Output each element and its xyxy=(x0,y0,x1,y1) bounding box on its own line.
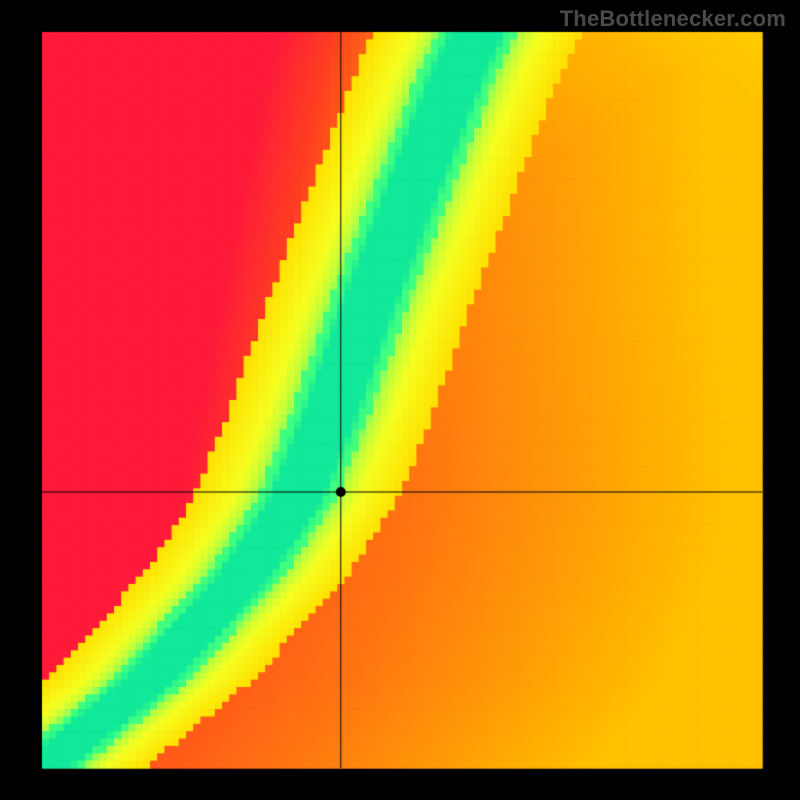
root: TheBottlenecker.com xyxy=(0,0,800,800)
watermark-text: TheBottlenecker.com xyxy=(560,6,786,32)
heatmap-canvas xyxy=(0,0,800,800)
